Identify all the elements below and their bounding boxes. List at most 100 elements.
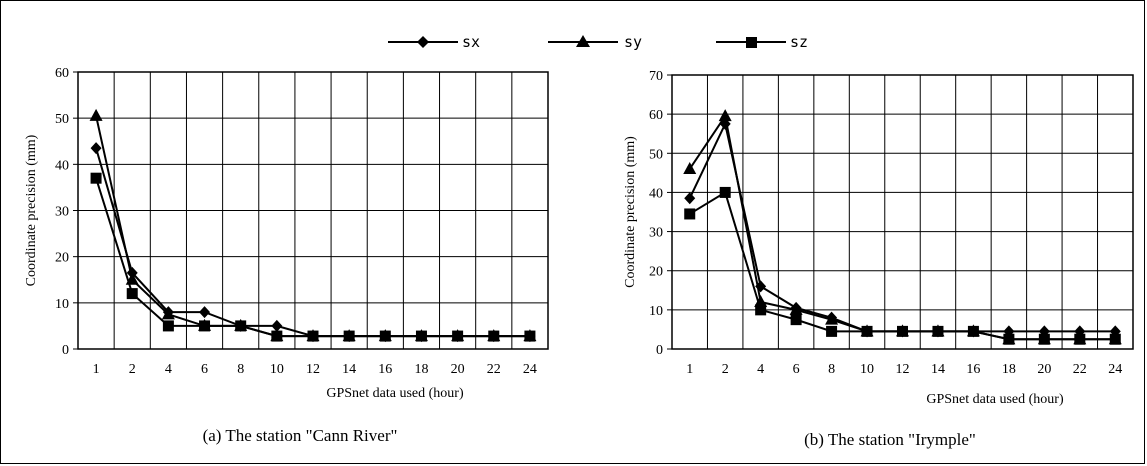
legend-marker-sy <box>576 35 590 47</box>
data-point-sy <box>718 109 732 122</box>
legend: sx sy sz <box>388 33 808 51</box>
y-tick-label: 40 <box>649 186 663 201</box>
data-point-sx <box>684 192 696 205</box>
legend-item-sy: sy <box>548 33 642 51</box>
y-tick-label: 70 <box>649 69 663 84</box>
legend-item-sx: sx <box>388 33 480 51</box>
x-tick-label: 14 <box>931 362 945 377</box>
x-tick-label: 1 <box>686 362 693 377</box>
x-tick-label: 18 <box>414 362 428 377</box>
data-point-sy <box>789 302 803 315</box>
data-point-sz <box>199 320 211 332</box>
x-tick-label: 12 <box>896 362 910 377</box>
plot-area-border <box>671 74 1134 350</box>
x-tick-label: 8 <box>828 362 835 377</box>
y-tick-label: 20 <box>55 251 69 266</box>
data-point-sz <box>1038 333 1050 345</box>
data-point-sz <box>861 325 873 337</box>
data-point-sz <box>755 304 767 316</box>
y-tick-label: 10 <box>649 304 663 319</box>
series-line-sx <box>688 120 1116 333</box>
x-tick-label: 10 <box>270 362 284 377</box>
series-line-sy <box>688 113 1116 341</box>
chart-caption: (b) The station "Irymple" <box>804 430 976 449</box>
y-tick-label: 10 <box>55 297 69 312</box>
y-tick-label: 60 <box>649 108 663 123</box>
x-tick-label: 20 <box>451 362 465 377</box>
data-point-sz <box>826 325 838 337</box>
data-point-sx <box>90 142 102 155</box>
data-point-sy <box>161 307 175 320</box>
y-tick-label: 0 <box>656 343 663 358</box>
legend-label-sy: sy <box>624 33 642 51</box>
x-tick-label: 2 <box>129 362 136 377</box>
series-sx <box>684 117 1121 338</box>
y-tick-label: 30 <box>649 226 663 241</box>
x-tick-label: 18 <box>1002 362 1016 377</box>
legend-label-sx: sx <box>462 33 480 51</box>
data-point-sz <box>524 330 536 342</box>
x-tick-label: 4 <box>757 362 764 377</box>
y-tick-label: 40 <box>55 158 69 173</box>
data-point-sz <box>162 320 174 332</box>
y-tick-label: 50 <box>649 147 663 162</box>
data-point-sy <box>754 295 768 308</box>
data-point-sz <box>379 330 391 342</box>
data-point-sy <box>825 312 839 325</box>
legend-marker-sx <box>417 36 429 48</box>
data-point-sz <box>719 186 731 198</box>
data-point-sz <box>90 172 102 184</box>
series-sy <box>89 108 537 342</box>
x-tick-label: 1 <box>93 362 100 377</box>
chart-caption: (a) The station "Cann River" <box>203 426 398 445</box>
y-axis-label: Coordinate precision (mm) <box>24 134 39 286</box>
y-tick-label: 60 <box>55 66 69 81</box>
y-tick-label: 50 <box>55 112 69 127</box>
data-point-sz <box>307 330 319 342</box>
data-point-sz <box>932 325 944 337</box>
data-point-sz <box>790 314 802 326</box>
x-tick-label: 22 <box>1073 362 1087 377</box>
data-point-sz <box>452 330 464 342</box>
data-point-sz <box>1074 333 1086 345</box>
series-sz <box>90 172 536 342</box>
data-point-sz <box>1003 333 1015 345</box>
x-tick-label: 6 <box>793 362 800 377</box>
data-point-sx <box>271 319 283 332</box>
series-sz <box>684 186 1121 345</box>
data-point-sy <box>89 108 103 121</box>
legend-item-sz: sz <box>716 33 808 51</box>
data-point-sz <box>343 330 355 342</box>
x-tick-label: 8 <box>237 362 244 377</box>
series-sy <box>683 109 1122 345</box>
x-tick-label: 20 <box>1037 362 1051 377</box>
y-tick-label: 30 <box>55 205 69 220</box>
y-tick-label: 0 <box>62 343 69 358</box>
data-point-sz <box>235 320 247 332</box>
legend-label-sz: sz <box>790 33 808 51</box>
y-tick-label: 20 <box>649 265 663 280</box>
y-axis-label: Coordinate precision (mm) <box>623 136 638 288</box>
data-point-sz <box>415 330 427 342</box>
x-tick-label: 14 <box>342 362 356 377</box>
x-tick-label: 2 <box>722 362 729 377</box>
data-point-sz <box>271 330 283 342</box>
x-tick-label: 24 <box>1108 362 1122 377</box>
data-point-sz <box>897 325 908 337</box>
series-sx <box>90 142 536 343</box>
x-tick-label: 24 <box>523 362 537 377</box>
data-point-sz <box>967 325 979 337</box>
legend-marker-sz <box>746 37 757 48</box>
data-point-sz <box>126 288 138 300</box>
data-point-sy <box>683 161 697 174</box>
plot-area-border <box>77 71 549 350</box>
x-tick-label: 16 <box>966 362 980 377</box>
data-point-sz <box>684 208 696 220</box>
x-tick-label: 12 <box>306 362 320 377</box>
data-point-sz <box>1109 333 1121 345</box>
data-point-sz <box>488 330 500 342</box>
x-axis-label: GPSnet data used (hour) <box>926 392 1064 407</box>
